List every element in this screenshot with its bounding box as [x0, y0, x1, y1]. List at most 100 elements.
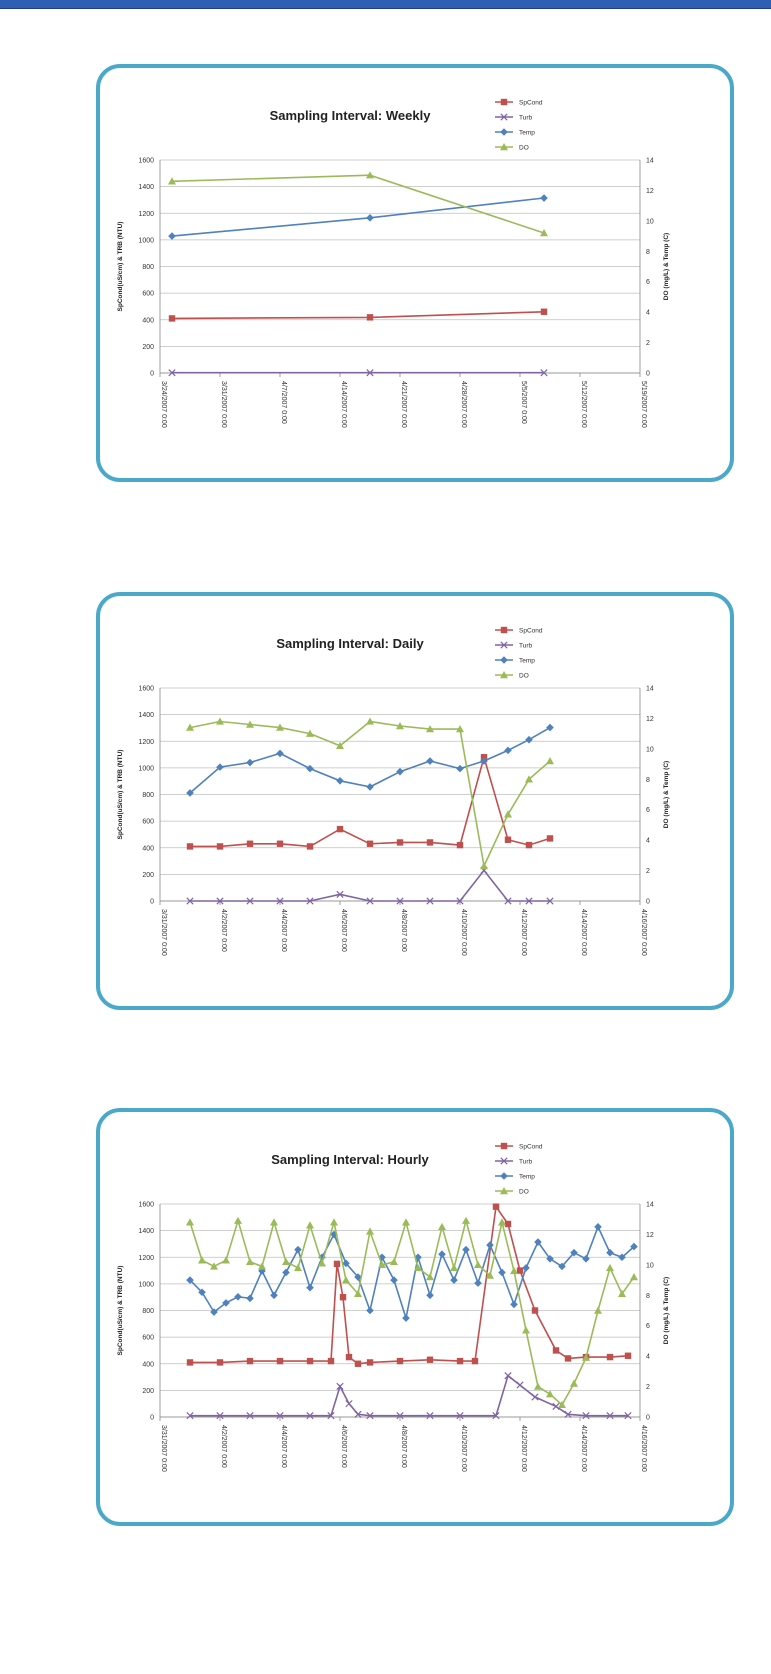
- data-point: [276, 723, 284, 731]
- data-point: [456, 841, 464, 849]
- data-point: [246, 1294, 254, 1303]
- y-tick-label: 1000: [138, 765, 154, 772]
- legend-marker: [500, 626, 508, 634]
- x-tick-label: 4/2/2007 0:00: [220, 909, 227, 952]
- chart-hourly: Sampling Interval: Hourly 0 200 400 600 800 10…: [117, 1142, 670, 1472]
- data-point: [246, 897, 254, 905]
- data-point: [414, 1263, 422, 1272]
- data-point: [504, 897, 512, 905]
- x-tick-label: 3/31/2007 0:00: [160, 909, 167, 956]
- data-point: [531, 1307, 539, 1314]
- data-point: [606, 1353, 614, 1361]
- data-point: [402, 1314, 410, 1322]
- y-tick-label: 600: [142, 1335, 154, 1342]
- data-point: [270, 1218, 278, 1226]
- data-point: [186, 1412, 194, 1420]
- data-point: [426, 757, 434, 765]
- series-spcond: [186, 1203, 632, 1367]
- x-tick-label: 4/16/2007 0:00: [640, 1425, 647, 1472]
- series-temp: [168, 194, 548, 240]
- y-tick-label: 0: [150, 371, 154, 378]
- data-point: [336, 741, 344, 750]
- data-point: [186, 1276, 194, 1284]
- y2-tick-label: 0: [646, 371, 650, 378]
- y2-tick-label: 8: [646, 1293, 650, 1300]
- data-point: [342, 1276, 350, 1284]
- data-point: [186, 723, 194, 731]
- data-point: [426, 839, 434, 846]
- legend-label: SpCond: [519, 100, 543, 107]
- y-tick-label: 200: [142, 344, 154, 351]
- chart-panel-hourly: Sampling Interval: Hourly 0 200 400 600 800 10…: [96, 1108, 734, 1526]
- data-point: [306, 1357, 314, 1365]
- data-point: [606, 1263, 614, 1272]
- data-point: [246, 720, 254, 728]
- data-point: [396, 897, 404, 905]
- y-tick-label: 800: [142, 1308, 154, 1315]
- data-point: [294, 1263, 302, 1272]
- data-point: [210, 1308, 218, 1316]
- data-point: [510, 1266, 518, 1275]
- y2-tick-label: 2: [646, 868, 650, 875]
- data-point: [516, 1267, 524, 1274]
- y2-axis-label: DO (mg/L) & Temp (C): [663, 761, 670, 828]
- legend-marker: [500, 1157, 508, 1165]
- data-point: [336, 890, 344, 898]
- x-tick-label: 4/4/2007 0:00: [280, 1425, 287, 1468]
- y2-tick-label: 12: [646, 716, 654, 723]
- data-point: [327, 1412, 335, 1420]
- legend-label: SpCond: [519, 1144, 543, 1151]
- data-point: [246, 1257, 254, 1266]
- series-spcond: [186, 754, 554, 850]
- data-point: [336, 825, 344, 833]
- series-line: [190, 754, 551, 848]
- x-tick-label: 4/8/2007 0:00: [400, 1425, 407, 1468]
- data-point: [492, 1412, 500, 1420]
- legend-marker: [500, 671, 508, 679]
- legend-label: SpCond: [519, 628, 543, 635]
- y-tick-label: 1200: [138, 739, 154, 746]
- chart-panel-daily: Sampling Interval: Daily 0 200 400 600 800 100…: [96, 592, 734, 1010]
- y-tick-label: 1400: [138, 1228, 154, 1235]
- data-point: [402, 1218, 410, 1226]
- data-point: [486, 1271, 494, 1279]
- data-point: [306, 843, 314, 850]
- x-tick-label: 4/14/2007 0:00: [580, 1425, 587, 1472]
- data-point: [462, 1245, 470, 1254]
- data-point: [540, 369, 548, 377]
- legend-marker: [500, 143, 508, 151]
- data-point: [504, 1220, 512, 1228]
- x-tick-label: 5/5/2007 0:00: [520, 381, 527, 424]
- data-point: [618, 1289, 626, 1297]
- data-point: [186, 897, 194, 905]
- y2-tick-label: 4: [646, 310, 650, 317]
- data-point: [438, 1250, 446, 1259]
- data-point: [168, 177, 176, 185]
- legend-marker: [500, 1142, 508, 1150]
- x-tick-label: 4/10/2007 0:00: [460, 909, 467, 956]
- data-point: [522, 1264, 530, 1272]
- series-spcond: [168, 308, 548, 322]
- legend-marker: [500, 641, 508, 649]
- data-point: [396, 839, 404, 846]
- data-point: [336, 1382, 344, 1391]
- y2-tick-label: 14: [646, 158, 654, 165]
- data-point: [474, 1260, 482, 1269]
- legend-label: Turb: [519, 1159, 533, 1166]
- y-tick-label: 400: [142, 845, 154, 852]
- y-tick-label: 1000: [138, 237, 154, 244]
- data-point: [618, 1253, 626, 1262]
- series-turb: [186, 1372, 632, 1420]
- data-point: [504, 836, 512, 843]
- series-do: [186, 1216, 638, 1409]
- data-point: [222, 1299, 230, 1307]
- legend-marker: [500, 98, 508, 106]
- data-point: [327, 1357, 335, 1365]
- data-point: [234, 1293, 242, 1301]
- data-point: [606, 1248, 614, 1257]
- data-point: [330, 1230, 338, 1239]
- data-point: [333, 1260, 341, 1268]
- data-point: [345, 1353, 353, 1361]
- data-point: [366, 314, 374, 321]
- data-point: [366, 1227, 374, 1235]
